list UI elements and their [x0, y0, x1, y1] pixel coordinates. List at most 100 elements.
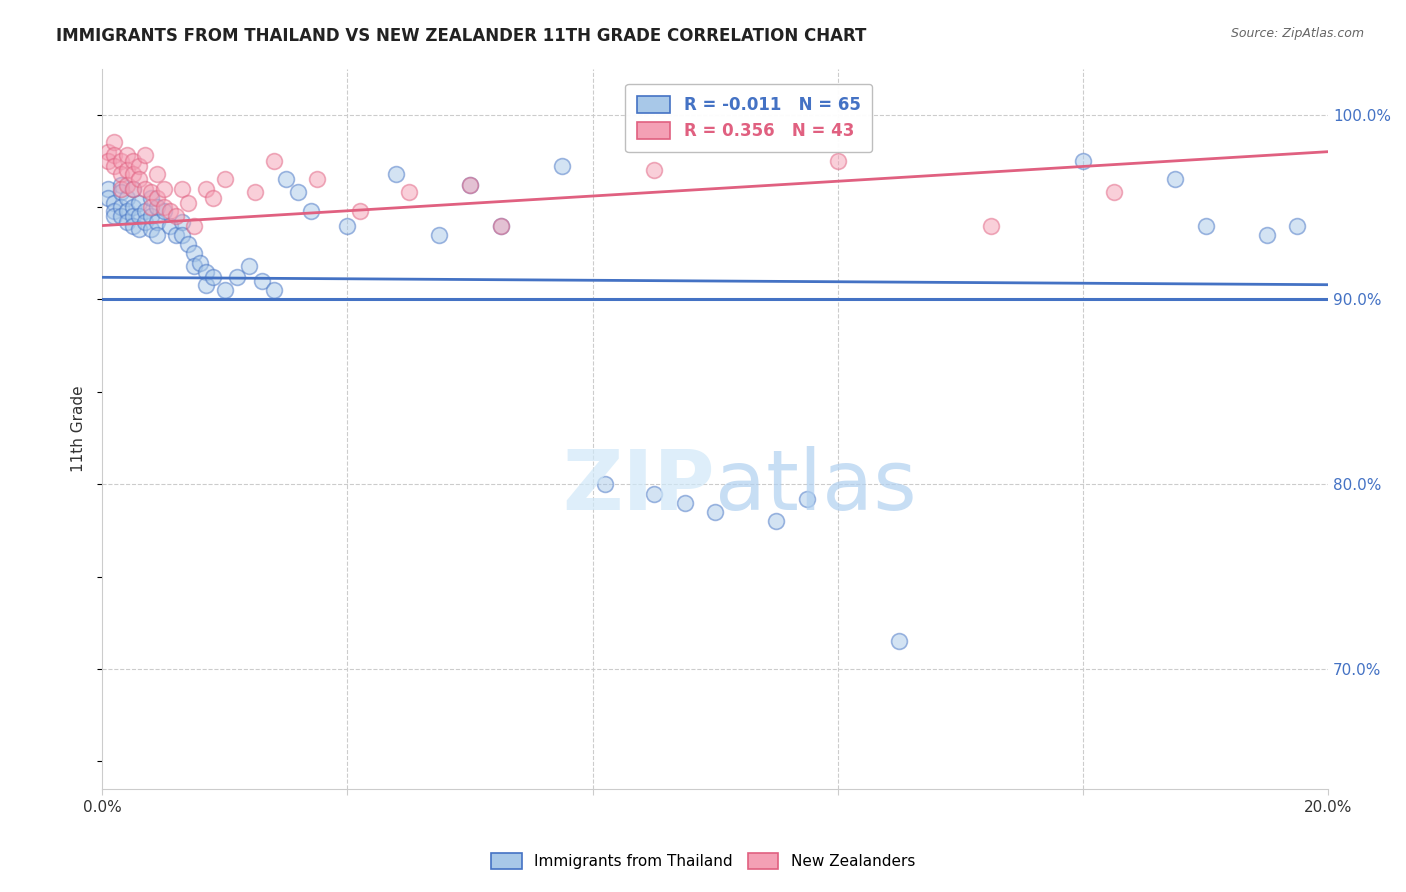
Point — [349, 203, 371, 218]
Point — [170, 215, 193, 229]
Point — [250, 274, 273, 288]
Point — [152, 200, 174, 214]
Point — [121, 200, 143, 214]
Point — [489, 219, 512, 233]
Point — [103, 160, 125, 174]
Point — [128, 172, 150, 186]
Point — [195, 181, 218, 195]
Point — [103, 148, 125, 162]
Point — [1071, 153, 1094, 168]
Point — [134, 181, 156, 195]
Point — [165, 227, 187, 242]
Point — [103, 136, 125, 150]
Point — [97, 153, 120, 168]
Point — [165, 210, 187, 224]
Point — [152, 181, 174, 195]
Point — [115, 203, 138, 218]
Y-axis label: 11th Grade: 11th Grade — [72, 385, 86, 472]
Point — [170, 227, 193, 242]
Point — [121, 153, 143, 168]
Point — [765, 514, 787, 528]
Point — [146, 200, 169, 214]
Point — [336, 219, 359, 233]
Point — [170, 181, 193, 195]
Point — [159, 219, 181, 233]
Point — [146, 167, 169, 181]
Point — [245, 186, 267, 200]
Point — [121, 181, 143, 195]
Point — [103, 210, 125, 224]
Text: ZIP: ZIP — [562, 446, 716, 527]
Point — [238, 259, 260, 273]
Point — [195, 277, 218, 292]
Point — [97, 191, 120, 205]
Point — [121, 219, 143, 233]
Point — [141, 200, 163, 214]
Point — [121, 181, 143, 195]
Point — [141, 222, 163, 236]
Point — [1286, 219, 1309, 233]
Point — [110, 186, 132, 200]
Point — [110, 181, 132, 195]
Point — [458, 178, 481, 192]
Point — [398, 186, 420, 200]
Point — [305, 172, 328, 186]
Point — [593, 477, 616, 491]
Point — [385, 167, 408, 181]
Point — [115, 215, 138, 229]
Point — [274, 172, 297, 186]
Point — [141, 186, 163, 200]
Point — [128, 210, 150, 224]
Point — [214, 283, 236, 297]
Point — [1256, 227, 1278, 242]
Point — [704, 505, 727, 519]
Point — [458, 178, 481, 192]
Point — [115, 191, 138, 205]
Point — [263, 283, 285, 297]
Point — [121, 210, 143, 224]
Point — [827, 153, 849, 168]
Point — [103, 203, 125, 218]
Point — [97, 181, 120, 195]
Point — [134, 215, 156, 229]
Point — [643, 486, 665, 500]
Point — [1194, 219, 1216, 233]
Point — [489, 219, 512, 233]
Point — [201, 191, 224, 205]
Point — [97, 145, 120, 159]
Point — [643, 163, 665, 178]
Point — [110, 153, 132, 168]
Point — [110, 200, 132, 214]
Point — [195, 265, 218, 279]
Point — [128, 222, 150, 236]
Point — [214, 172, 236, 186]
Point — [183, 246, 205, 260]
Text: atlas: atlas — [716, 446, 917, 527]
Point — [141, 210, 163, 224]
Point — [115, 163, 138, 178]
Legend: R = -0.011   N = 65, R = 0.356   N = 43: R = -0.011 N = 65, R = 0.356 N = 43 — [626, 84, 872, 152]
Point — [183, 219, 205, 233]
Point — [128, 160, 150, 174]
Point — [141, 191, 163, 205]
Point — [177, 196, 200, 211]
Point — [263, 153, 285, 168]
Point — [115, 148, 138, 162]
Point — [146, 227, 169, 242]
Point — [201, 270, 224, 285]
Point — [796, 491, 818, 506]
Point — [980, 219, 1002, 233]
Point — [188, 255, 211, 269]
Text: IMMIGRANTS FROM THAILAND VS NEW ZEALANDER 11TH GRADE CORRELATION CHART: IMMIGRANTS FROM THAILAND VS NEW ZEALANDE… — [56, 27, 866, 45]
Point — [121, 167, 143, 181]
Point — [110, 167, 132, 181]
Point — [183, 259, 205, 273]
Point — [146, 215, 169, 229]
Point — [427, 227, 450, 242]
Point — [134, 203, 156, 218]
Point — [287, 186, 309, 200]
Point — [115, 178, 138, 192]
Point — [110, 210, 132, 224]
Point — [226, 270, 249, 285]
Point — [177, 237, 200, 252]
